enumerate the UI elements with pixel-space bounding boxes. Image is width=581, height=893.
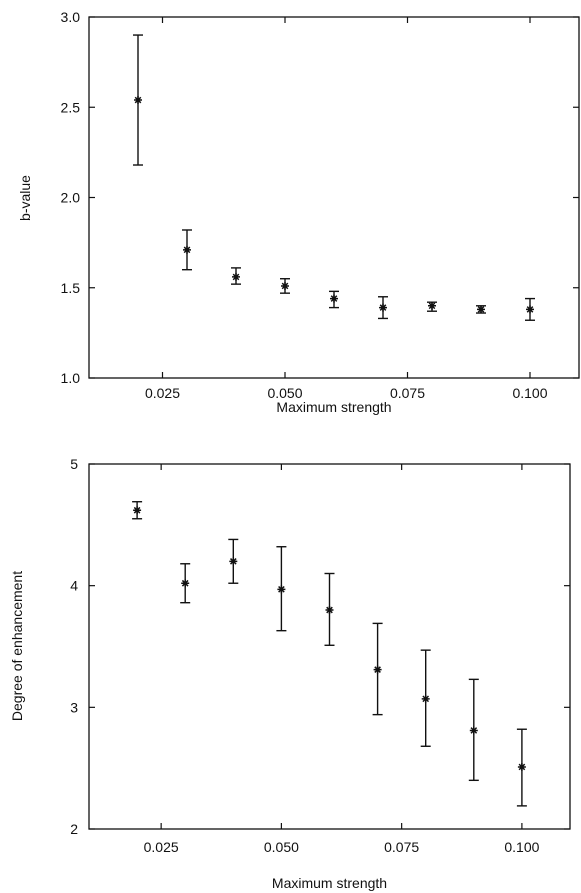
data-point xyxy=(134,96,142,105)
x-tick-label: 0.050 xyxy=(267,385,302,401)
data-point xyxy=(232,272,240,281)
y-tick-label: 2.0 xyxy=(61,190,81,206)
data-point xyxy=(469,726,478,735)
x-axis-label: Maximum strength xyxy=(272,875,387,891)
x-axis-label: Maximum strength xyxy=(276,399,391,415)
x-tick-label: 0.075 xyxy=(390,385,425,401)
y-tick-label: 4 xyxy=(70,578,78,594)
y-tick-label: 2.5 xyxy=(61,99,81,115)
data-point xyxy=(477,305,485,314)
x-tick-label: 0.100 xyxy=(504,839,539,855)
y-tick-label: 5 xyxy=(70,456,78,472)
y-tick-label: 3.0 xyxy=(61,9,81,25)
data-point xyxy=(428,301,436,310)
data-point xyxy=(281,281,289,290)
data-point xyxy=(517,762,526,771)
data-point xyxy=(373,665,382,674)
x-tick-label: 0.100 xyxy=(512,385,547,401)
y-tick-label: 3 xyxy=(70,699,78,715)
data-point xyxy=(133,506,142,515)
y-axis-label: Degree of enhancement xyxy=(9,571,25,721)
chart-degree-of-enhancement: 0.025 0.050 0.075 0.100 2 3 4 5 Maximum strength… xyxy=(9,456,571,891)
y-tick-label: 1.0 xyxy=(61,370,81,386)
chart-b-value: 0.025 0.050 0.075 0.100 1.0 1.5 2.0 2.5 3.0 Maxim… xyxy=(17,9,580,415)
data-point xyxy=(325,606,334,614)
data-point xyxy=(526,305,534,314)
plot-frame xyxy=(88,16,580,379)
plot-frame xyxy=(88,463,571,830)
x-tick-label: 0.025 xyxy=(144,839,179,855)
data-point xyxy=(183,245,191,254)
y-tick-label: 1.5 xyxy=(61,280,81,296)
data-point xyxy=(379,303,387,312)
data-point xyxy=(229,557,238,566)
data-point xyxy=(277,585,286,594)
x-tick-label: 0.025 xyxy=(145,385,180,401)
y-axis-label: b-value xyxy=(17,175,33,221)
data-point xyxy=(181,579,190,588)
y-tick-label: 2 xyxy=(70,821,78,837)
data-point xyxy=(330,294,338,303)
x-tick-label: 0.050 xyxy=(264,839,299,855)
x-tick-label: 0.075 xyxy=(384,839,419,855)
data-point xyxy=(421,694,430,703)
